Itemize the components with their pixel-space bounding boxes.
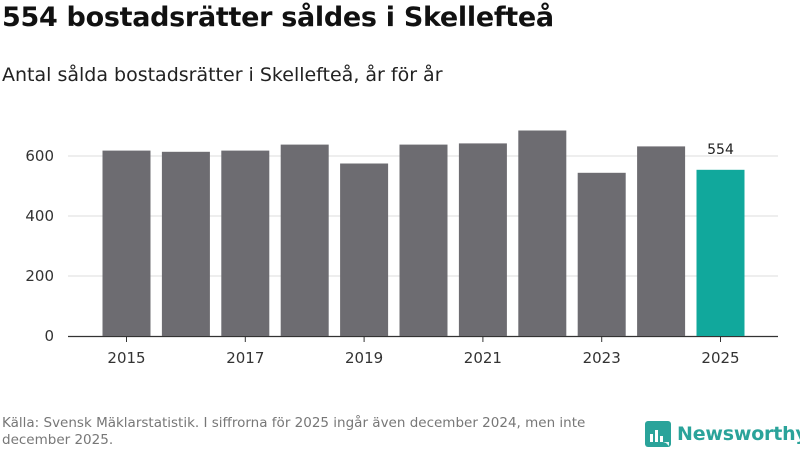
bar-2022 (518, 130, 567, 336)
chart-subtitle: Antal sålda bostadsrätter i Skellefteå, … (2, 64, 443, 86)
x-tick-label-2017: 2017 (226, 349, 264, 367)
y-tick-label-0: 0 (44, 327, 54, 345)
data-label-2025: 554 (707, 142, 734, 158)
x-tick-label-2015: 2015 (107, 349, 145, 367)
x-tick-label-2019: 2019 (345, 349, 383, 367)
y-tick-label-200: 200 (25, 267, 54, 285)
chart-title: 554 bostadsrätter såldes i Skellefteå (2, 2, 554, 33)
y-axis-ticks: 0 200 400 600 (25, 147, 54, 345)
bar-chart: 0 200 400 600 2015 2017 2019 2021 2023 2025 554 (25, 130, 778, 367)
y-tick-label-400: 400 (25, 207, 54, 225)
bar-2021 (458, 143, 507, 336)
bar-2016 (161, 151, 210, 336)
source-note: Källa: Svensk Mäklarstatistik. I siffror… (2, 415, 586, 448)
x-tick-label-2025: 2025 (701, 349, 739, 367)
bar-2024 (637, 146, 686, 336)
bar-2015 (102, 150, 151, 336)
bar-2020 (399, 144, 448, 336)
x-tick-label-2021: 2021 (464, 349, 502, 367)
brand-logo: Newsworthy (645, 419, 800, 449)
bar-2017 (221, 150, 270, 336)
data-labels: 554 (707, 142, 734, 158)
bar-2018 (280, 144, 329, 336)
x-axis-ticks: 2015 2017 2019 2021 2023 2025 (107, 336, 740, 367)
y-tick-label-600: 600 (25, 147, 54, 165)
bar-2025 (696, 169, 745, 336)
newsworthy-logo-icon (645, 421, 671, 447)
bar-2019 (340, 163, 389, 336)
bar-2023 (577, 172, 626, 336)
brand-name: Newsworthy (677, 423, 800, 445)
bars (102, 130, 745, 336)
x-tick-label-2023: 2023 (583, 349, 621, 367)
